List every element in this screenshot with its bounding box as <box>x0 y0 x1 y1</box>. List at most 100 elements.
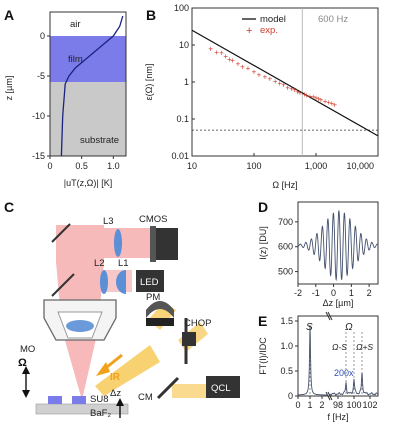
panel-e-x-ticks: 0 1 2 98 100 102 <box>295 396 378 410</box>
exp-point: + <box>302 90 307 99</box>
exp-point: + <box>223 52 228 61</box>
temperature-profile-curve <box>60 15 124 157</box>
exp-point: + <box>263 73 268 82</box>
peak-omega-label: Ω <box>345 322 353 333</box>
omega-label: Ω <box>18 357 27 369</box>
exp-point: + <box>311 93 316 102</box>
panel-d-frame <box>297 201 379 285</box>
exp-point: + <box>285 83 290 92</box>
panel-d-x-tick-label: 1 <box>349 288 354 298</box>
panel-b-data: + + + +++ + + + + + + + + + + +++++ +++++++ ++++ <box>191 29 379 137</box>
lens-l3 <box>114 229 122 257</box>
exp-point: + <box>308 92 313 101</box>
interferogram-curve <box>297 210 379 282</box>
legend-model-label: model <box>260 14 286 25</box>
peak-omega-plus-s-label: Ω+S <box>356 342 373 352</box>
panel-b-x-tick-label: 100 <box>246 161 261 171</box>
omega-arrowhead-up-icon <box>22 366 30 374</box>
film-region <box>50 36 126 82</box>
panel-b-y-tick-label: 1 <box>184 77 189 87</box>
panel-b-x-ticks: 10 100 1,000 10,000 <box>187 153 379 171</box>
panel-a-label: A <box>4 7 14 23</box>
vline-label: 600 Hz <box>318 14 348 25</box>
spectrum-curve <box>298 324 379 396</box>
chop-label: CHOP <box>184 318 211 329</box>
panel-a: A air film substrate 0 -5 -10 -15 0 0.5 1.0 z… <box>4 7 127 188</box>
beam-focus <box>62 330 98 400</box>
panel-a-y-tick-label: -10 <box>32 111 45 121</box>
panel-b-x-tick-label: 10,000 <box>346 161 374 171</box>
air-label: air <box>70 19 81 30</box>
panel-a-y-tick-label: -15 <box>32 151 45 161</box>
axis-break-mark-bottom-2 <box>327 391 333 401</box>
baf2-substrate <box>35 403 129 415</box>
panel-d-y-tick-label: 700 <box>278 217 293 227</box>
panel-e-x-tick-label: 100 <box>346 400 361 410</box>
exp-point: + <box>281 81 286 90</box>
su8-film-right <box>72 396 86 404</box>
peak-omega-minus-s-label: Ω-S <box>332 342 347 352</box>
panel-c-label: C <box>4 199 14 215</box>
panel-b-x-tick-label: 10 <box>187 161 197 171</box>
legend-exp-swatch: + <box>246 25 252 37</box>
axis-break-mark-top-2 <box>327 311 333 321</box>
exp-point: + <box>326 98 331 107</box>
legend-exp-label: exp. <box>260 25 278 36</box>
panel-b-y-axis-label: ε(Ω) [nm] <box>144 64 154 101</box>
panel-a-frame <box>49 11 127 157</box>
exp-point: + <box>314 94 319 103</box>
panel-d: D 700 600 500 -2 -1 0 1 2 I(z) [DU] Δz [µm] <box>258 199 379 308</box>
dz-arrowhead-icon <box>116 398 124 406</box>
panel-e-x-tick-label: 1 <box>307 400 312 410</box>
panel-b-label: B <box>146 7 156 23</box>
panel-d-x-ticks: -2 -1 0 1 2 <box>294 284 372 298</box>
panel-b-guides <box>192 8 378 156</box>
panel-e-x-tick-label: 102 <box>362 400 377 410</box>
panel-e-x-tick-label: 2 <box>319 400 324 410</box>
panel-a-y-tick-label: -5 <box>37 71 45 81</box>
exp-point: + <box>316 94 321 103</box>
exp-point: + <box>214 48 219 57</box>
air-region <box>50 12 126 36</box>
panel-d-y-axis-label: I(z) [DU] <box>258 226 268 260</box>
ir-label: IR <box>110 372 121 383</box>
exp-point: + <box>236 59 241 68</box>
panel-d-y-ticks: 700 600 500 <box>278 217 298 277</box>
panel-e-y-tick-label: 0.5 <box>280 366 293 376</box>
panel-e-label: E <box>258 313 267 329</box>
camera-body-icon <box>156 228 178 260</box>
lens-l1 <box>116 270 126 294</box>
su8-film-left <box>48 396 62 404</box>
beam-upper <box>56 225 104 262</box>
chopper-hub <box>182 332 196 346</box>
substrate-label: substrate <box>80 135 119 146</box>
exp-point: + <box>230 56 235 65</box>
objective-lens <box>66 320 94 332</box>
exp-point: + <box>292 86 297 95</box>
panel-d-x-tick-label: -1 <box>312 288 320 298</box>
parabolic-mirror-base <box>146 318 174 326</box>
peak-s-label: S <box>306 322 313 333</box>
baf2-label: BaF₂ <box>90 408 111 419</box>
panel-e-y-tick-label: 0 <box>288 391 293 401</box>
exp-point: + <box>257 70 262 79</box>
panel-b-y-tick-label: 100 <box>174 3 189 13</box>
pm-label: PM <box>146 292 160 303</box>
omega-arrowhead-down-icon <box>22 390 30 398</box>
exp-point: + <box>219 49 224 58</box>
exp-point: + <box>295 88 300 97</box>
panel-b-x-tick-label: 1,000 <box>305 161 328 171</box>
led-box-icon <box>136 270 164 292</box>
panel-a-y-ticks: 0 -5 -10 -15 <box>32 31 50 161</box>
exp-point: + <box>277 79 282 88</box>
exp-point: + <box>252 67 257 76</box>
panel-e-x-tick-label: 98 <box>333 400 343 410</box>
panel-b-y-ticks: 100 10 1 0.1 0.01 <box>171 3 195 161</box>
mirror-top <box>51 223 71 243</box>
cmos-label: CMOS <box>139 214 168 225</box>
exp-point: + <box>227 55 232 64</box>
camera-sensor <box>150 226 156 262</box>
panel-e-y-tick-label: 1.5 <box>280 316 293 326</box>
panel-e: E S Ω Ω-S Ω+S 200x 1.51.00.50 0 1 2 98 100 10… <box>258 311 379 422</box>
exp-point: + <box>289 84 294 93</box>
